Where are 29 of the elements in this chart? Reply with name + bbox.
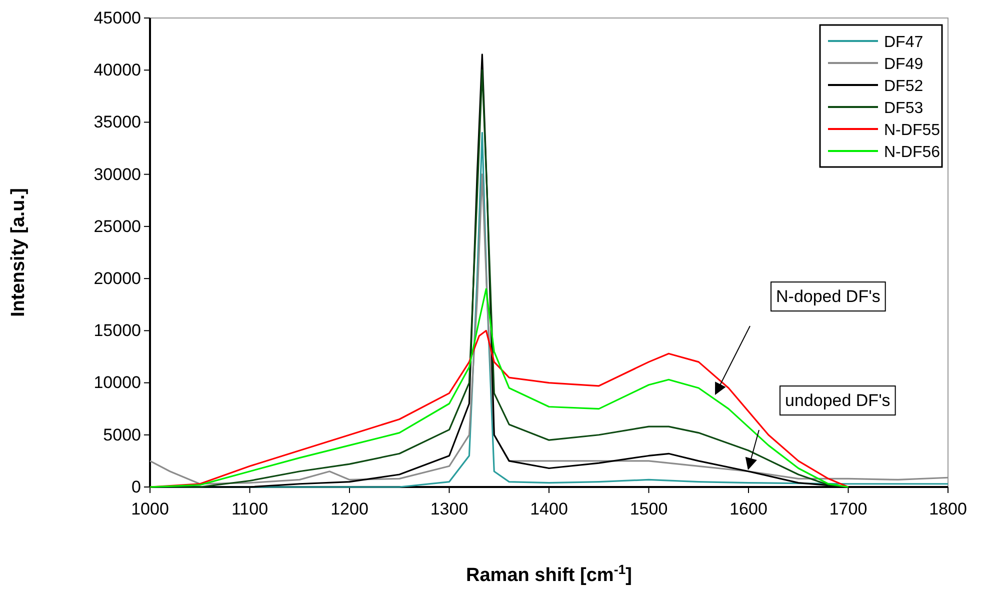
x-tick-label: 1200 xyxy=(330,500,368,519)
y-tick-label: 0 xyxy=(132,477,141,496)
legend-label: DF49 xyxy=(884,56,924,73)
legend-label: DF52 xyxy=(884,78,924,95)
y-axis-title: Intensity [a.u.] xyxy=(8,188,29,317)
y-tick-label: 20000 xyxy=(94,268,141,288)
x-tick-label: 1400 xyxy=(530,500,568,519)
x-tick-label: 1600 xyxy=(730,500,768,519)
y-tick-label: 10000 xyxy=(94,373,141,392)
x-tick-label: 1000 xyxy=(131,500,169,519)
y-tick-label: 45000 xyxy=(94,8,141,28)
annotation: undoped DF's xyxy=(785,391,890,410)
y-tick-label: 30000 xyxy=(94,164,141,184)
legend-label: N-DF56 xyxy=(884,144,940,161)
legend-label: N-DF55 xyxy=(884,122,940,139)
y-tick-label: 35000 xyxy=(94,112,141,132)
x-tick-label: 1100 xyxy=(231,500,268,519)
y-tick-label: 25000 xyxy=(94,216,141,236)
legend-label: DF47 xyxy=(884,34,924,51)
y-tick-label: 40000 xyxy=(94,60,141,80)
x-tick-label: 1700 xyxy=(829,500,868,519)
legend-label: DF53 xyxy=(884,100,924,117)
x-axis-title: Raman shift [cm$^{-1}$] xyxy=(466,562,632,586)
x-tick-label: 1500 xyxy=(630,500,668,519)
y-tick-label: 5000 xyxy=(103,425,141,444)
annotation: N-doped DF's xyxy=(776,287,880,306)
x-tick-label: 1800 xyxy=(929,500,967,519)
y-tick-label: 15000 xyxy=(94,321,141,340)
x-tick-label: 1300 xyxy=(430,500,468,519)
